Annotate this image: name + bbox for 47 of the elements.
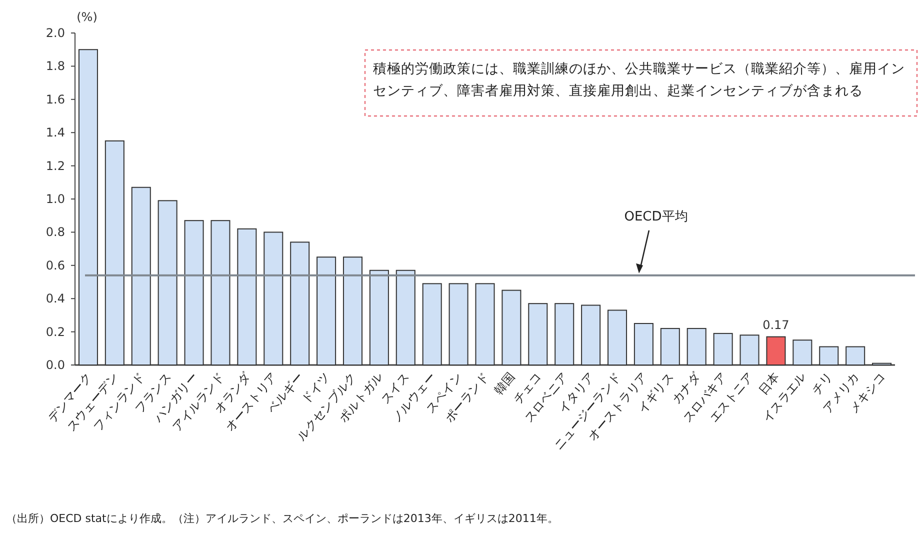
bar [713, 332, 733, 366]
bar [686, 328, 706, 366]
bar [528, 303, 548, 366]
bar [846, 346, 866, 366]
bar [581, 304, 601, 366]
y-tick-label: 1.2 [46, 158, 65, 173]
bar [608, 310, 628, 366]
bar [158, 200, 178, 366]
bar [422, 283, 442, 366]
bar [554, 303, 574, 366]
bar [184, 220, 204, 366]
y-tick-label: 1.8 [46, 59, 65, 74]
bar [342, 256, 362, 366]
bar [131, 186, 151, 366]
bar [502, 290, 522, 366]
bar [396, 270, 416, 366]
bar [290, 242, 310, 366]
bar [475, 283, 495, 366]
y-tick-label: 0.2 [46, 324, 65, 339]
y-tick-label: 1.0 [46, 192, 65, 206]
bar [264, 232, 284, 366]
y-tick-label: 1.4 [46, 126, 65, 140]
bar [819, 346, 839, 366]
y-axis-title: (%) [76, 10, 98, 24]
ref-line-label: OECD平均 [624, 209, 688, 224]
y-tick-label: 2.0 [46, 26, 65, 40]
bar [316, 256, 336, 366]
bar [78, 49, 98, 366]
bar [369, 270, 389, 366]
bar [660, 328, 680, 366]
y-tick-label: 0.4 [46, 292, 65, 306]
bar [634, 323, 654, 366]
bar [792, 340, 812, 366]
x-tick-label: チリ [809, 370, 836, 398]
bar [740, 334, 760, 366]
text: （出所）OECD statにより作成。（注）アイルランド、スペイン、ポーランドは2013年、イギリスは2011年。 [6, 512, 558, 525]
bar [104, 140, 124, 366]
y-tick-label: 0.8 [46, 225, 65, 240]
y-tick-label: 0.0 [46, 358, 65, 372]
data-label: 0.17 [762, 318, 790, 332]
bar [210, 220, 230, 366]
bar [766, 336, 786, 366]
bar [237, 228, 257, 366]
bar [448, 283, 468, 366]
annotation: 積極的労働政策には、職業訓練のほか、公共職業サービス（職業紹介等）、雇用インセンティブ、障害者雇用対策、直接雇用創出、起業インセンティブが含まれる [373, 60, 906, 101]
y-tick-label: 0.6 [46, 258, 65, 272]
y-tick-label: 1.6 [46, 92, 65, 106]
